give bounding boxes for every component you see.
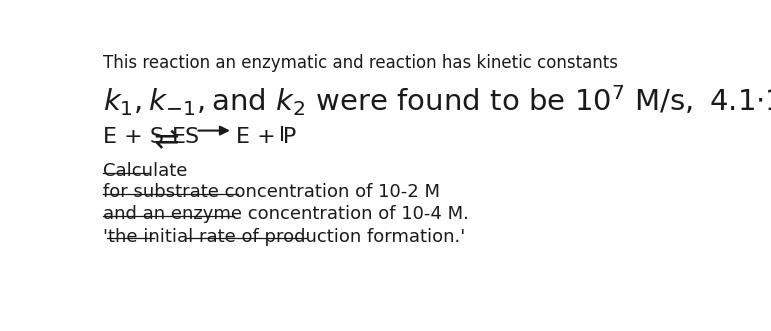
Text: for substrate concentration of 10-2 M: for substrate concentration of 10-2 M (103, 183, 439, 201)
Text: and an enzyme concentration of 10-4 M.: and an enzyme concentration of 10-4 M. (103, 205, 469, 223)
Text: ES: ES (173, 127, 200, 147)
Text: E + S: E + S (103, 127, 163, 147)
Text: 'the initial rate of production formation.': 'the initial rate of production formatio… (103, 228, 465, 246)
Text: This reaction an enzymatic and reaction has kinetic constants: This reaction an enzymatic and reaction … (103, 54, 618, 72)
Text: Calculate: Calculate (103, 162, 187, 180)
Text: $\rightleftharpoons$: $\rightleftharpoons$ (147, 126, 180, 155)
Text: E + P: E + P (236, 127, 296, 147)
Text: $k_1, k_{-1}, \mathrm{and}\ k_2\ \mathrm{were\ found\ to\ be}\ 10^7\ \mathrm{M/s: $k_1, k_{-1}, \mathrm{and}\ k_2\ \mathrm… (103, 84, 771, 118)
